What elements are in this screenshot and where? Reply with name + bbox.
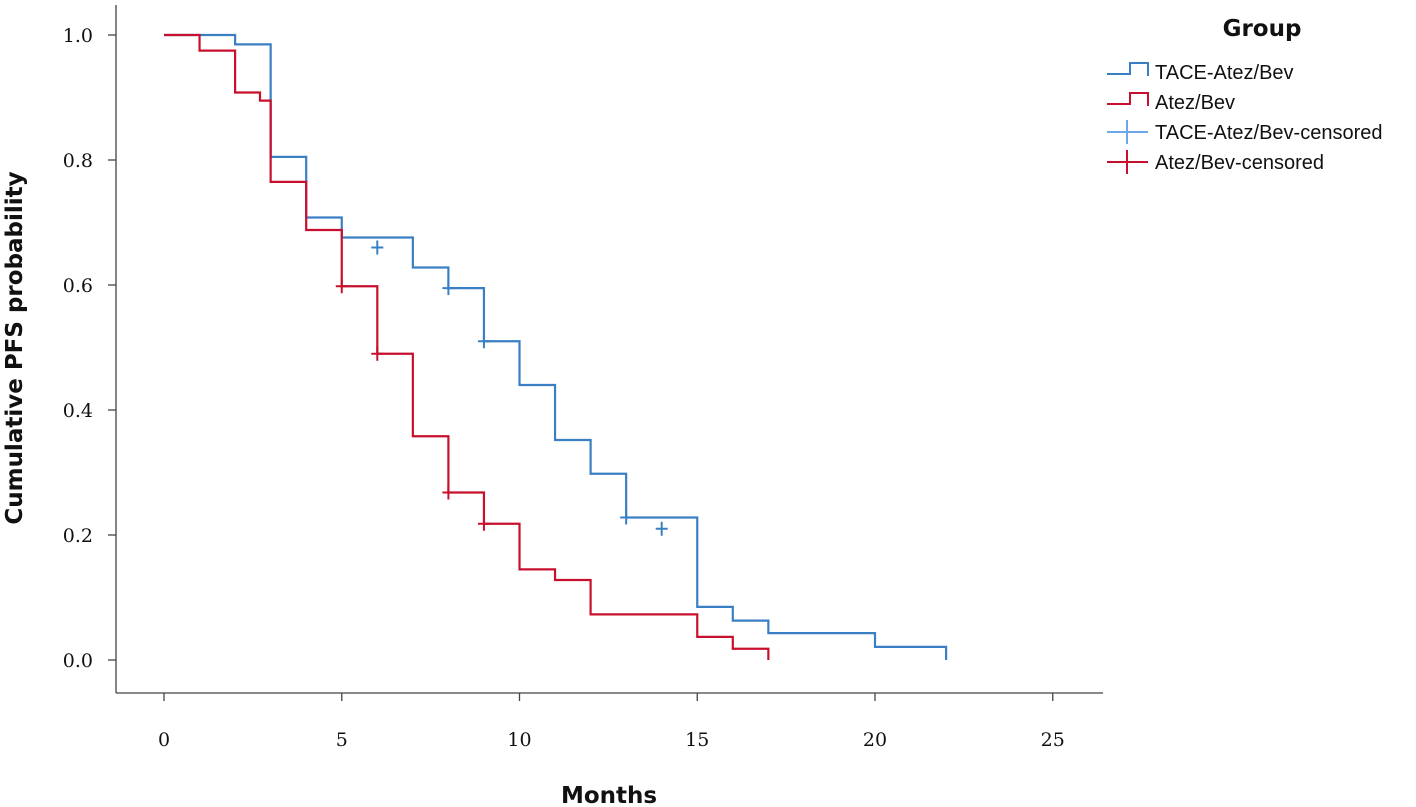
x-tick-label: 10: [507, 729, 531, 751]
x-axis-title: Months: [561, 783, 657, 807]
y-tick-label: 0.6: [63, 275, 93, 297]
series-layer: [164, 33, 948, 660]
km-step-line: [164, 33, 948, 660]
x-ticks: 0 5 10 15 20 25: [158, 693, 1065, 751]
legend-item: TACE-Atez/Bev: [1107, 62, 1294, 84]
x-tick-label: 15: [685, 729, 709, 751]
censor-mark: [371, 346, 384, 361]
legend-item: Atez/Bev-censored: [1107, 150, 1324, 174]
censor-mark: [477, 516, 490, 531]
x-tick-label: 0: [158, 729, 170, 751]
x-tick-label: 5: [336, 729, 348, 751]
y-tick-label: 0.2: [63, 525, 93, 547]
legend-label: TACE-Atez/Bev-censored: [1155, 122, 1383, 144]
censor-mark: [335, 279, 348, 294]
x-tick-label: 25: [1041, 729, 1065, 751]
y-ticks: 0.0 0.2 0.4 0.6 0.8 1.0: [63, 25, 116, 672]
legend-item: Atez/Bev: [1107, 92, 1235, 114]
legend-item: TACE-Atez/Bev-censored: [1107, 120, 1383, 144]
legend-title: Group: [1223, 16, 1302, 42]
y-tick-label: 0.0: [63, 650, 93, 672]
legend-label: Atez/Bev-censored: [1155, 152, 1324, 174]
x-tick-label: 20: [863, 729, 887, 751]
censor-mark: [655, 521, 668, 536]
censor-mark: [371, 240, 384, 255]
legend-step-swatch: [1107, 92, 1149, 106]
legend-label: Atez/Bev: [1155, 92, 1235, 114]
series-tace-atez-bev: [164, 33, 948, 660]
y-tick-label: 0.4: [63, 400, 93, 422]
censor-mark: [477, 334, 490, 349]
censor-mark: [442, 485, 455, 500]
censor-mark: [620, 510, 633, 525]
y-tick-label: 0.8: [63, 150, 93, 172]
legend-step-swatch: [1107, 62, 1149, 76]
censor-mark: [442, 281, 455, 296]
y-tick-label: 1.0: [63, 25, 93, 47]
legend-label: TACE-Atez/Bev: [1155, 62, 1294, 84]
y-axis-title: Cumulative PFS probability: [2, 171, 28, 524]
km-step-line: [164, 33, 770, 660]
legend: Group TACE-Atez/Bev Atez/Bev TACE-Atez/Bev…: [1107, 16, 1383, 174]
series-atez-bev: [164, 33, 770, 660]
axes: [115, 5, 1103, 694]
